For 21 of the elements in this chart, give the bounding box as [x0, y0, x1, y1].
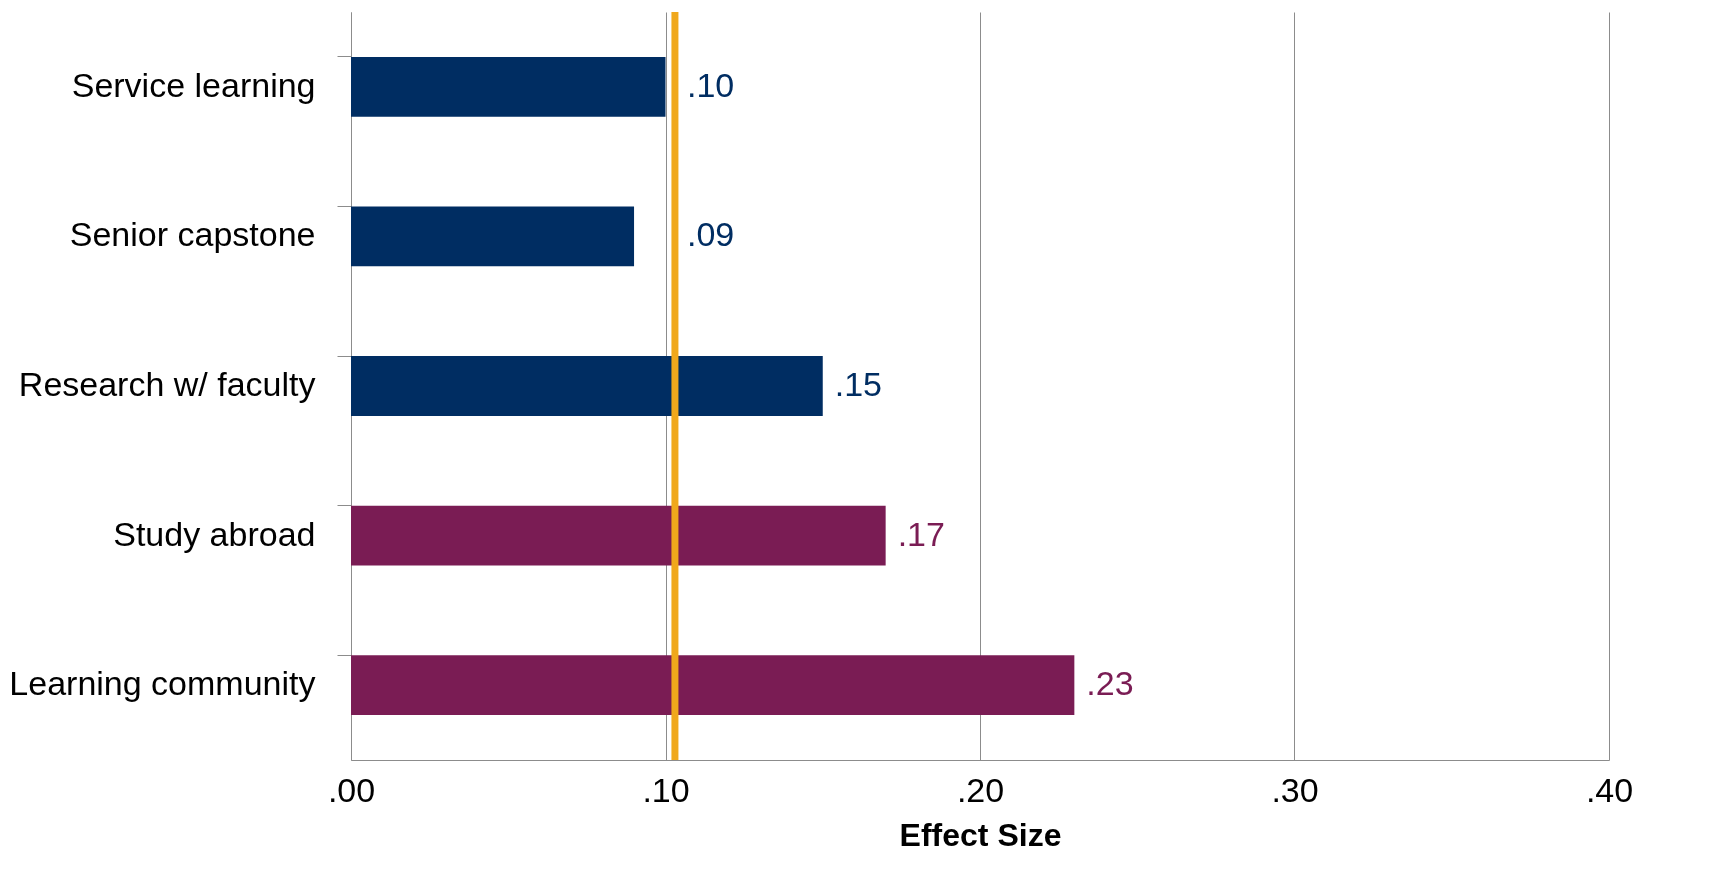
y-tick-label: Research w/ faculty	[18, 365, 316, 403]
data-label: .23	[1086, 664, 1134, 703]
bar	[351, 56, 666, 117]
data-label: .17	[897, 514, 945, 553]
data-label: .09	[686, 215, 735, 254]
y-tick-label: Service learning	[71, 65, 316, 104]
x-tick-label: .10	[642, 770, 690, 809]
y-tick-label: Study abroad	[113, 514, 316, 553]
bar	[351, 505, 886, 566]
x-tick-label: .20	[956, 770, 1005, 809]
bar	[351, 356, 823, 416]
bar	[351, 206, 635, 267]
y-tick-label: Senior capstone	[69, 215, 316, 254]
x-tick-label: .00	[327, 770, 376, 809]
data-label: .15	[834, 365, 883, 403]
x-axis-title: Effect Size	[899, 816, 1062, 853]
y-tick-label: Learning community	[9, 664, 316, 703]
x-tick-label: .30	[1271, 770, 1319, 809]
data-label: .10	[686, 65, 735, 104]
x-tick-label: .40	[1585, 770, 1634, 809]
bar	[351, 655, 1075, 716]
